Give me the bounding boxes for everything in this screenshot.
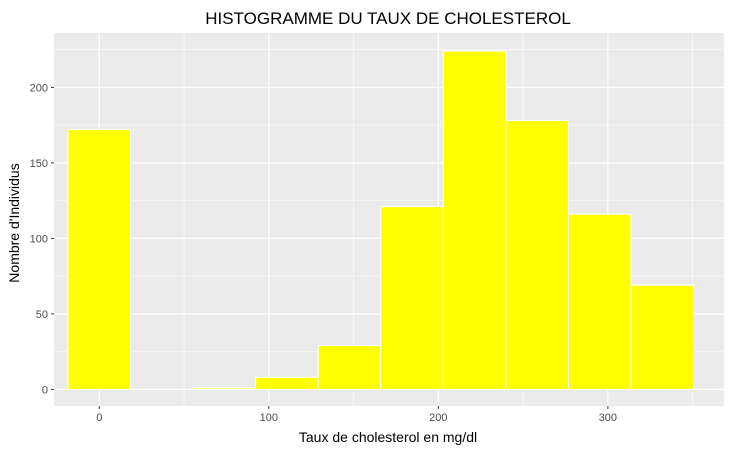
histogram-bar-3 — [192, 387, 257, 390]
x-tick-label: 300 — [599, 412, 617, 424]
y-tick-label: 200 — [30, 82, 48, 94]
x-tick-label: 0 — [96, 412, 102, 424]
histogram-bar-5 — [317, 345, 382, 390]
histogram-bar-9 — [567, 213, 632, 390]
x-tick-label: 200 — [429, 412, 447, 424]
y-tick-label: 150 — [30, 158, 48, 170]
y-axis-title: Nombre d'Individus — [6, 163, 22, 282]
histogram-bar-7 — [442, 50, 507, 390]
histogram-bar-4 — [255, 376, 319, 390]
histogram-bar-10 — [630, 284, 695, 390]
chart-title: HISTOGRAMME DU TAUX DE CHOLESTEROL — [205, 9, 571, 28]
y-tick-label: 0 — [42, 384, 48, 396]
y-tick-label: 100 — [30, 233, 48, 245]
y-axis: 0 50 100 150 200 — [30, 82, 54, 396]
y-tick-label: 50 — [36, 309, 48, 321]
histogram-bar-1 — [67, 129, 132, 390]
x-tick-label: 100 — [260, 412, 278, 424]
histogram-bar-6 — [380, 206, 444, 390]
x-axis: 0 100 200 300 — [96, 406, 617, 424]
x-axis-title: Taux de cholesterol en mg/dl — [299, 429, 477, 445]
histogram-bars — [67, 50, 695, 390]
histogram-bar-8 — [505, 120, 569, 390]
